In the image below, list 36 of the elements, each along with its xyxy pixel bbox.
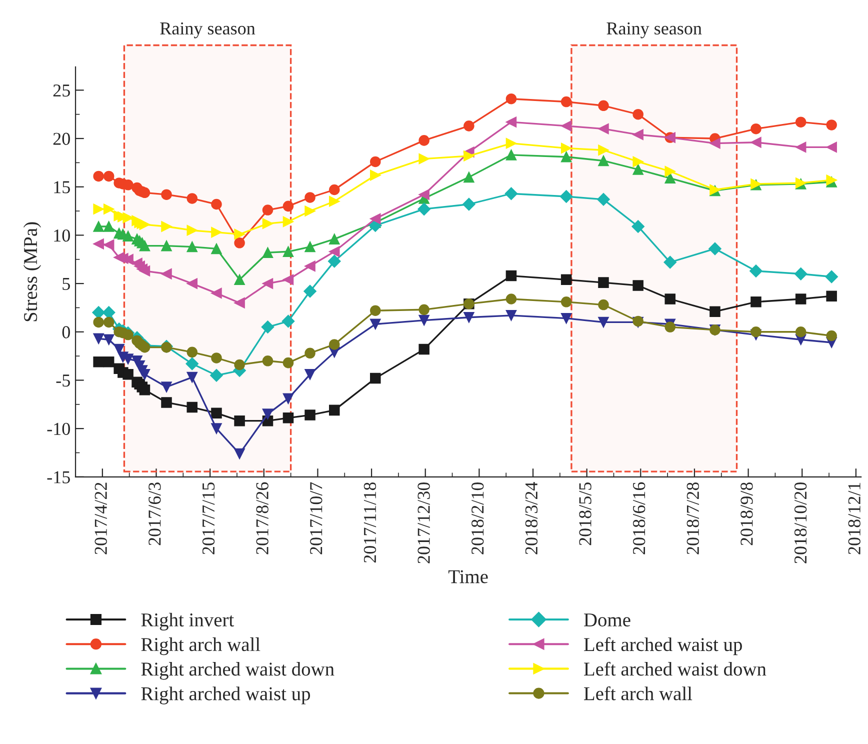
band-label: Rainy season [160,22,256,38]
x-tick-label: 2018/5/5 [579,482,592,546]
x-tick-label: 2018/3/24 [525,482,538,554]
x-tick-label: 2018/9/8 [740,482,753,546]
legend-label: Right arched waist up [141,686,310,704]
x-tick-label: 2017/7/15 [202,482,215,554]
x-tick-label: 2017/8/26 [256,482,268,554]
legend-label: Dome [584,614,630,627]
x-tick-label: 2017/10/7 [310,482,322,554]
y-tick-label: 15 [54,181,70,194]
y-tick-label: -15 [47,471,70,484]
x-tick-label: 2017/11/18 [364,482,376,563]
band-label: Rainy season [606,22,702,38]
x-tick-label: 2018/6/16 [632,482,646,554]
x-tick-label: 2018/2/10 [472,482,484,554]
x-axis-title: Time [448,570,488,584]
legend-label: Left arch wall [584,686,692,700]
y-tick-label: 0 [62,326,70,338]
legend-label: Right arch wall [141,637,260,656]
x-tick-label: 2017/12/30 [418,482,430,564]
x-tick-label: 2018/10/20 [794,482,807,564]
legend-label: Right invert [141,612,234,631]
y-axis-title: Stress (MPa) [23,222,42,322]
legend-label: Left arched waist down [584,662,766,676]
y-tick-label: 5 [62,278,70,290]
y-tick-label: 10 [54,229,70,242]
x-tick-label: 2017/6/3 [148,482,161,546]
legend-label: Left arched waist up [584,637,742,656]
x-tick-label: 2018/7/28 [686,482,699,554]
legend-label: Right arched waist down [141,662,334,680]
y-tick-label: 25 [53,84,70,97]
x-tick-label: 2017/4/22 [94,482,107,554]
x-tick-label: 2018/12/1 [848,482,860,554]
y-tick-label: -10 [47,422,70,436]
y-tick-label: 20 [53,132,70,145]
y-tick-label: -5 [56,374,70,387]
